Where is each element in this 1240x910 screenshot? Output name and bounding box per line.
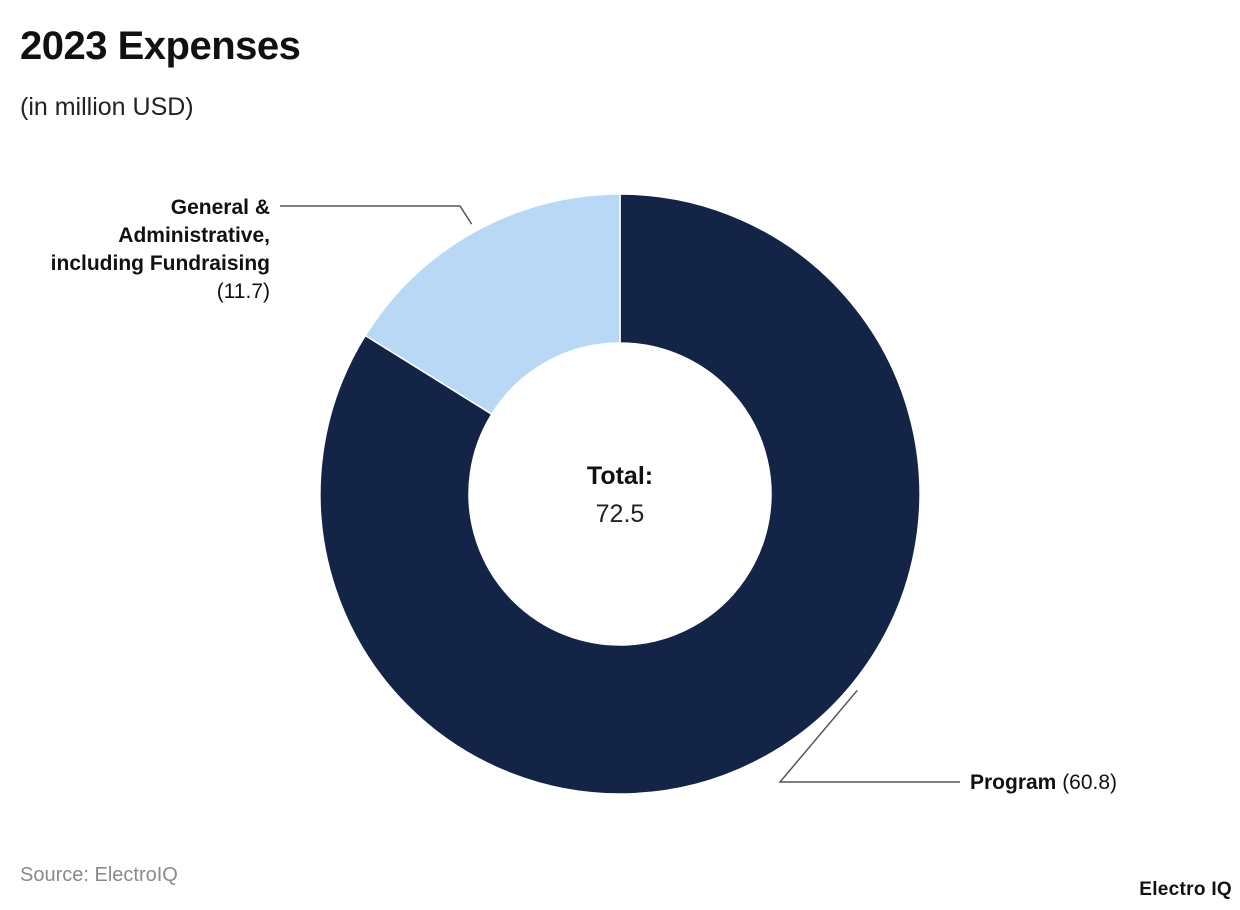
brand-logo: Electro IQ (1139, 879, 1232, 900)
leader-line-program (778, 689, 960, 783)
slice-program (319, 193, 921, 795)
label-general-administrative-line-3: including Fundraising (51, 252, 270, 275)
center-total-label: Total: (587, 462, 653, 490)
source-note: Source: ElectroIQ (20, 864, 178, 886)
label-general-administrative-value: (11.7) (217, 280, 270, 303)
leader-line-general-administrative (280, 205, 473, 225)
center-total-value: 72.5 (596, 500, 645, 528)
label-general-administrative-line-1: General & (171, 196, 270, 219)
chart-subtitle: (in million USD) (20, 93, 194, 121)
label-program: Program (60.8) (970, 771, 1117, 794)
chart-title: 2023 Expenses (20, 24, 301, 68)
label-general-administrative-line-2: Administrative, (118, 224, 270, 247)
slice-general-administrative (364, 193, 621, 416)
